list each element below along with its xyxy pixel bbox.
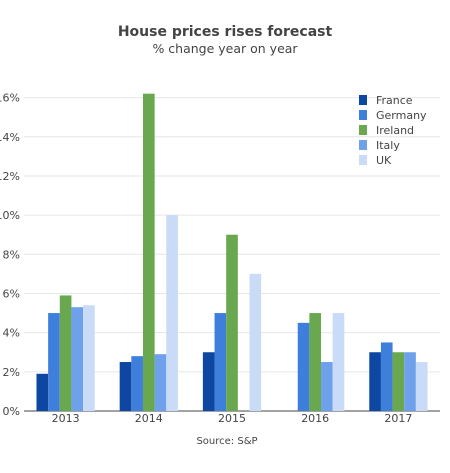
legend-label: Germany	[376, 109, 427, 122]
bar-germany-2014	[131, 356, 143, 411]
legend-swatch	[359, 110, 367, 120]
legend-label: France	[376, 94, 413, 107]
x-tick-label: 2016	[301, 412, 329, 425]
bar-ireland-2017	[392, 352, 405, 411]
bar-germany-2015	[214, 313, 227, 411]
bar-italy-2013	[71, 307, 84, 411]
x-tick-label: 2014	[135, 412, 163, 425]
bar-ireland-2015	[226, 234, 238, 411]
legend-label: Ireland	[376, 124, 414, 137]
bar-france-2013	[36, 373, 49, 411]
bar-ireland-2013	[59, 295, 72, 411]
chart-title: House prices rises forecast	[118, 24, 333, 40]
y-axis: 0% 2% 4% 6% 8% 10% 12% 14% 16%	[0, 92, 20, 418]
y-tick-label: 12%	[0, 170, 20, 183]
legend-label: Italy	[376, 139, 400, 152]
bar-italy-2016	[321, 362, 333, 411]
y-tick-label: 6%	[3, 287, 20, 300]
bar-germany-2017	[380, 342, 393, 411]
bar-germany-2013	[48, 313, 60, 411]
bar-italy-2014	[154, 354, 167, 411]
bar-ireland-2014	[142, 93, 155, 412]
y-tick-label: 2%	[3, 366, 20, 379]
bar-ireland-2016	[309, 313, 322, 411]
bar-uk-2013	[83, 305, 95, 411]
source-note: Source: S&P	[196, 436, 257, 447]
x-tick-label: 2017	[384, 412, 412, 425]
x-tick-label: 2013	[52, 412, 80, 425]
y-tick-label: 0%	[3, 405, 20, 418]
y-tick-label: 16%	[0, 92, 20, 105]
bars	[36, 93, 428, 412]
bar-france-2017	[369, 352, 381, 411]
bar-france-2014	[119, 362, 132, 411]
bar-uk-2016	[332, 313, 345, 411]
y-tick-label: 4%	[3, 327, 20, 340]
legend-swatch	[359, 125, 367, 135]
legend-swatch	[359, 140, 367, 150]
y-tick-label: 10%	[0, 209, 20, 222]
bar-france-2015	[202, 352, 215, 411]
x-tick-label: 2015	[218, 412, 246, 425]
legend: France Germany Ireland Italy UK	[359, 94, 427, 167]
bar-uk-2014	[166, 215, 178, 411]
chart-subtitle: % change year on year	[152, 41, 298, 56]
y-tick-label: 14%	[0, 131, 20, 144]
bar-uk-2017	[415, 362, 428, 411]
legend-label: UK	[376, 154, 392, 167]
legend-swatch	[359, 155, 367, 165]
y-tick-label: 8%	[3, 248, 20, 261]
legend-swatch	[359, 95, 367, 105]
x-axis: 2013 2014 2015 2016 2017	[52, 412, 413, 425]
bar-germany-2016	[297, 322, 310, 411]
bar-uk-2015	[249, 273, 262, 411]
bar-italy-2017	[404, 352, 416, 411]
